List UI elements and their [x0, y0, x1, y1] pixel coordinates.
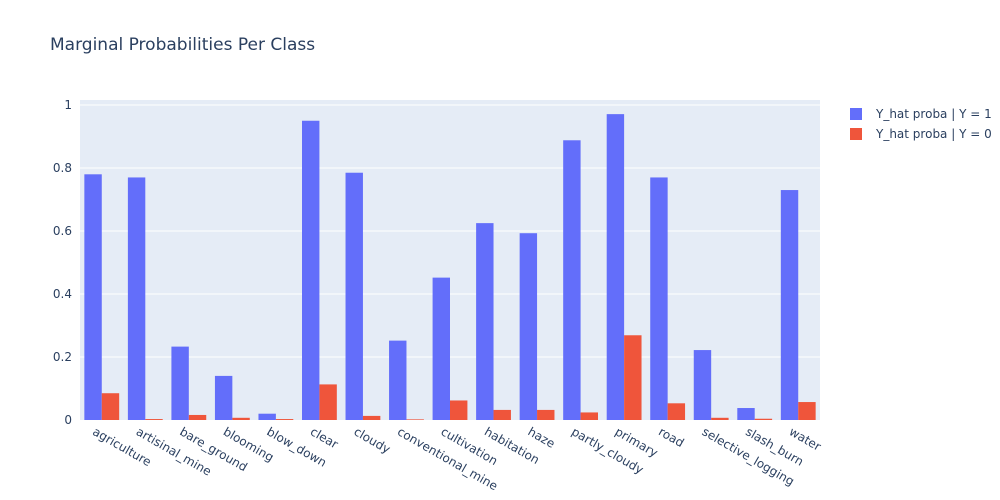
bar-habitation-series-1[interactable]: [493, 409, 511, 420]
bars: [84, 114, 816, 420]
bar-cultivation-series-1[interactable]: [450, 400, 468, 420]
y-tick-label: 0.2: [53, 350, 72, 364]
bar-blow_down-series-1[interactable]: [275, 419, 294, 420]
bar-cloudy-series-0[interactable]: [345, 172, 363, 420]
bar-habitation-series-0[interactable]: [476, 223, 494, 420]
bar-artisinal_mine-series-1[interactable]: [145, 419, 163, 420]
y-tick-label: 0.4: [53, 287, 72, 301]
bar-bare_ground-series-0[interactable]: [171, 346, 189, 420]
bar-agriculture-series-0[interactable]: [84, 174, 102, 420]
bar-haze-series-0[interactable]: [519, 233, 538, 420]
bar-clear-series-0[interactable]: [302, 120, 320, 420]
bar-partly_cloudy-series-1[interactable]: [580, 412, 598, 420]
bar-primary-series-1[interactable]: [624, 335, 642, 420]
legend-item[interactable]: Y_hat proba | Y = 0: [850, 127, 992, 141]
chart-title: Marginal Probabilities Per Class: [50, 35, 315, 55]
bar-blooming-series-1[interactable]: [232, 417, 250, 420]
bar-blow_down-series-0[interactable]: [258, 413, 276, 420]
bar-blooming-series-0[interactable]: [214, 375, 233, 420]
bar-cultivation-series-0[interactable]: [432, 277, 450, 420]
bar-partly_cloudy-series-0[interactable]: [563, 140, 581, 420]
x-tick-label: haze: [526, 424, 558, 450]
bar-bare_ground-series-1[interactable]: [188, 414, 207, 420]
bar-conventional_mine-series-0[interactable]: [389, 340, 407, 420]
bar-selective_logging-series-0[interactable]: [693, 350, 712, 420]
y-tick-label: 0.8: [53, 161, 72, 175]
legend-label: Y_hat proba | Y = 0: [875, 127, 992, 141]
legend-swatch: [850, 128, 862, 140]
bar-cloudy-series-1[interactable]: [362, 415, 381, 420]
bar-agriculture-series-1[interactable]: [101, 393, 120, 420]
y-axis: 0 0.2 0.4 0.6 0.8 1: [53, 98, 72, 427]
bar-conventional_mine-series-1[interactable]: [406, 419, 424, 420]
bar-selective_logging-series-1[interactable]: [711, 417, 729, 420]
x-tick-label: cloudy: [351, 424, 392, 456]
y-tick-label: 0.6: [53, 224, 72, 238]
x-axis: agricultureartisinal_minebare_groundbloo…: [90, 424, 823, 493]
bar-slash_burn-series-0[interactable]: [737, 408, 755, 420]
legend-swatch: [850, 108, 862, 120]
bar-road-series-1[interactable]: [667, 403, 686, 420]
y-tick-label: 1: [64, 98, 72, 112]
bar-slash_burn-series-1[interactable]: [754, 418, 773, 420]
bar-road-series-0[interactable]: [650, 177, 668, 420]
bar-primary-series-0[interactable]: [606, 114, 625, 420]
legend-label: Y_hat proba | Y = 1: [875, 107, 992, 121]
legend[interactable]: Y_hat proba | Y = 1 Y_hat proba | Y = 0: [850, 107, 992, 141]
bar-clear-series-1[interactable]: [319, 384, 337, 420]
bar-water-series-0[interactable]: [780, 190, 799, 420]
bar-haze-series-1[interactable]: [537, 409, 555, 420]
legend-item[interactable]: Y_hat proba | Y = 1: [850, 107, 992, 121]
bar-water-series-1[interactable]: [798, 402, 816, 420]
y-tick-label: 0: [64, 413, 72, 427]
x-tick-label: road: [656, 424, 686, 450]
bar-artisinal_mine-series-0[interactable]: [127, 177, 146, 420]
